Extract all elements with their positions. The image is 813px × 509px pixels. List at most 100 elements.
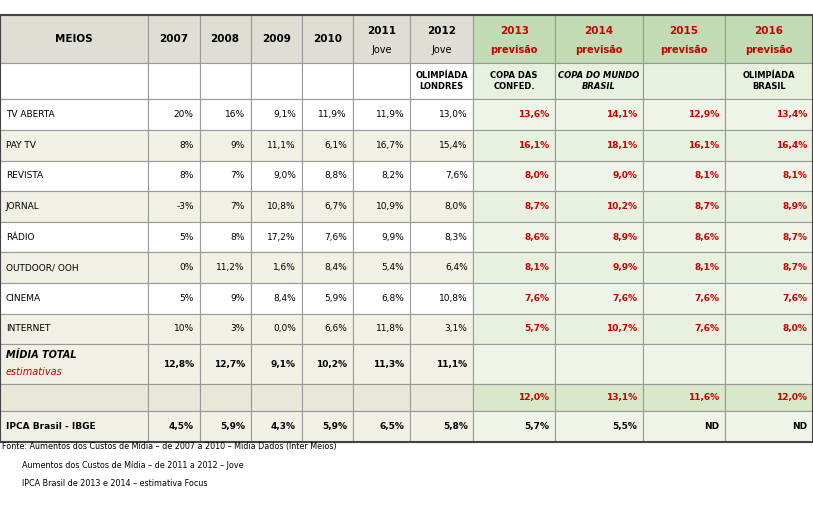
Text: 6,1%: 6,1% (324, 141, 347, 150)
Text: 4,5%: 4,5% (169, 422, 193, 431)
Bar (473, 222, 555, 252)
Text: 2015: 2015 (669, 25, 698, 36)
Bar (199, 161, 250, 191)
Text: MÍDIA TOTAL: MÍDIA TOTAL (6, 351, 76, 360)
Bar (411, 314, 473, 344)
Bar (411, 222, 473, 252)
Text: 13,0%: 13,0% (439, 110, 467, 119)
Text: 11,8%: 11,8% (376, 324, 405, 333)
Text: 8,1%: 8,1% (694, 263, 720, 272)
Bar (643, 283, 725, 314)
Text: 3%: 3% (231, 324, 245, 333)
Text: 12,0%: 12,0% (776, 393, 807, 402)
Text: 11,1%: 11,1% (437, 360, 467, 369)
Bar (149, 252, 199, 283)
Bar (149, 283, 199, 314)
Bar (0, 252, 149, 283)
Bar (473, 130, 555, 161)
Bar (250, 252, 302, 283)
Bar (353, 411, 411, 442)
Text: 5%: 5% (180, 233, 193, 242)
Text: 9,9%: 9,9% (612, 263, 637, 272)
Bar (302, 283, 353, 314)
Bar (411, 283, 473, 314)
Bar (643, 191, 725, 222)
Bar (473, 161, 555, 191)
Bar (0, 63, 149, 99)
Bar (0, 411, 149, 442)
Text: previsão: previsão (746, 45, 793, 54)
Bar (555, 344, 643, 384)
Bar (555, 222, 643, 252)
Bar (473, 252, 555, 283)
Bar (250, 314, 302, 344)
Bar (353, 130, 411, 161)
Text: 2010: 2010 (313, 34, 341, 44)
Text: 9,1%: 9,1% (271, 360, 296, 369)
Text: 8,9%: 8,9% (782, 202, 807, 211)
Text: 16,1%: 16,1% (688, 141, 720, 150)
Bar (250, 161, 302, 191)
Bar (149, 130, 199, 161)
Text: 18,1%: 18,1% (606, 141, 637, 150)
Bar (302, 130, 353, 161)
Bar (643, 252, 725, 283)
Text: 5,5%: 5,5% (612, 422, 637, 431)
Text: 9,9%: 9,9% (381, 233, 405, 242)
Text: 17,2%: 17,2% (267, 233, 296, 242)
Text: 11,6%: 11,6% (688, 393, 720, 402)
Bar (353, 99, 411, 130)
Text: 11,3%: 11,3% (373, 360, 405, 369)
Bar (643, 314, 725, 344)
Text: 12,7%: 12,7% (214, 360, 245, 369)
Text: 2007: 2007 (159, 34, 189, 44)
Bar (149, 99, 199, 130)
Text: 7,6%: 7,6% (324, 233, 347, 242)
Text: 9%: 9% (231, 294, 245, 303)
Bar (199, 411, 250, 442)
Text: 9,1%: 9,1% (273, 110, 296, 119)
Text: 8,7%: 8,7% (782, 263, 807, 272)
Text: 6,5%: 6,5% (380, 422, 405, 431)
Bar (555, 252, 643, 283)
Bar (725, 222, 813, 252)
Text: 11,2%: 11,2% (216, 263, 245, 272)
Text: IPCA Brasil de 2013 e 2014 – estimativa Focus: IPCA Brasil de 2013 e 2014 – estimativa … (2, 479, 208, 489)
Text: 13,4%: 13,4% (776, 110, 807, 119)
Bar (250, 344, 302, 384)
Text: 2008: 2008 (211, 34, 240, 44)
Bar (473, 314, 555, 344)
Bar (250, 384, 302, 411)
Text: previsão: previsão (660, 45, 707, 54)
Bar (0, 99, 149, 130)
Bar (473, 63, 555, 99)
Text: 1,6%: 1,6% (273, 263, 296, 272)
Text: 2011: 2011 (367, 25, 396, 36)
Text: 10,7%: 10,7% (606, 324, 637, 333)
Text: ND: ND (792, 422, 807, 431)
Text: TV ABERTA: TV ABERTA (6, 110, 54, 119)
Bar (473, 15, 555, 63)
Text: 7,6%: 7,6% (445, 172, 467, 180)
Text: 10%: 10% (174, 324, 193, 333)
Bar (302, 314, 353, 344)
Text: 5,9%: 5,9% (322, 422, 347, 431)
Bar (643, 99, 725, 130)
Bar (353, 252, 411, 283)
Bar (555, 283, 643, 314)
Text: Aumentos dos Custos de Mídia – de 2011 a 2012 – Jove: Aumentos dos Custos de Mídia – de 2011 a… (2, 461, 244, 470)
Text: 8,1%: 8,1% (524, 263, 550, 272)
Text: 7%: 7% (231, 172, 245, 180)
Text: 8%: 8% (180, 141, 193, 150)
Bar (411, 252, 473, 283)
Text: 8,4%: 8,4% (273, 294, 296, 303)
Bar (725, 384, 813, 411)
Text: 5,9%: 5,9% (220, 422, 245, 431)
Bar (725, 411, 813, 442)
Text: OLIMPÍADA
LONDRES: OLIMPÍADA LONDRES (415, 71, 468, 91)
Bar (302, 63, 353, 99)
Text: COPA DO MUNDO
BRASIL: COPA DO MUNDO BRASIL (559, 71, 640, 91)
Bar (353, 161, 411, 191)
Bar (411, 191, 473, 222)
Bar (0, 314, 149, 344)
